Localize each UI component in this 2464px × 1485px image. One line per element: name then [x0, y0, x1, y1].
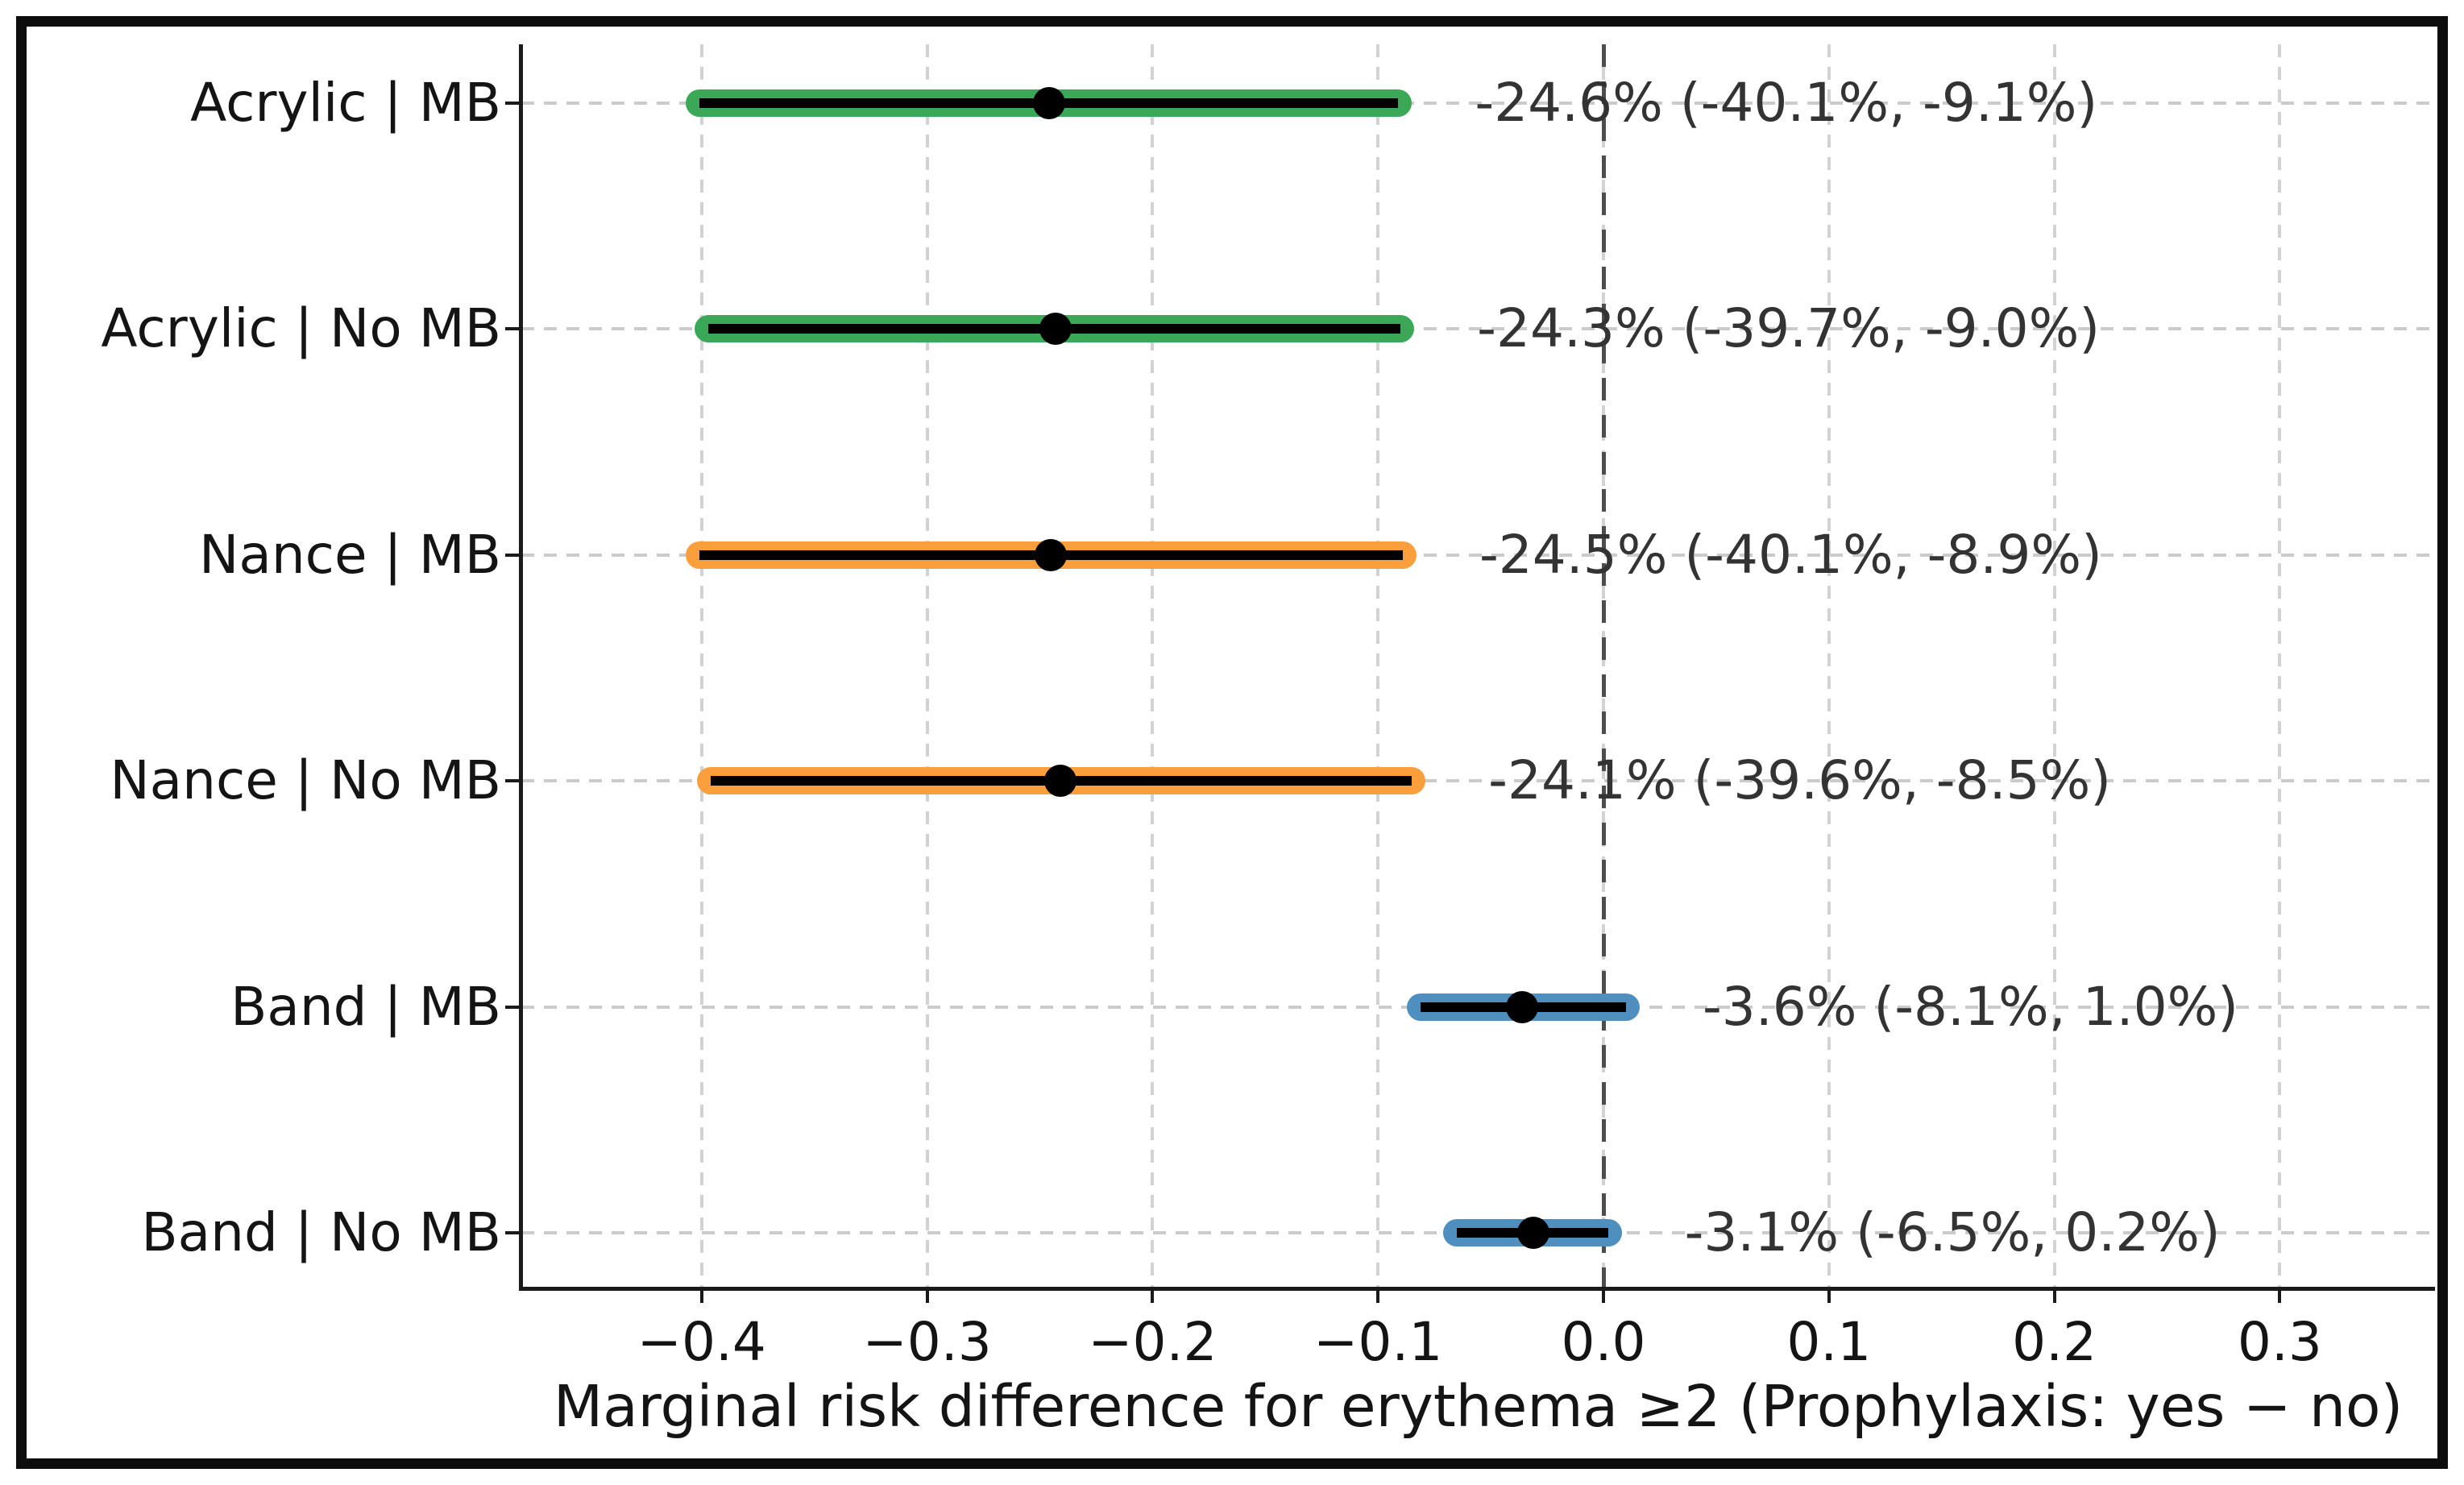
- y-axis-spine: [519, 44, 523, 1291]
- x-tick-label: 0.0: [1561, 1311, 1646, 1373]
- zero-reference-line: [1601, 44, 1606, 1287]
- x-tick-mark: [925, 1287, 929, 1303]
- v-gridline: [699, 44, 703, 1287]
- x-tick-label: −0.4: [637, 1311, 766, 1373]
- v-gridline: [1827, 44, 1831, 1287]
- v-gridline: [1376, 44, 1380, 1287]
- row-annotation: -24.1% (-39.6%, -8.5%): [1488, 749, 2112, 812]
- row-annotation: -24.6% (-40.1%, -9.1%): [1475, 72, 2098, 134]
- point-estimate-dot: [1032, 87, 1065, 119]
- row-annotation: -24.3% (-39.7%, -9.0%): [1477, 297, 2101, 360]
- x-tick-label: 0.3: [2237, 1311, 2322, 1373]
- x-tick-label: −0.1: [1313, 1311, 1443, 1373]
- v-gridline: [1151, 44, 1155, 1287]
- row-label: Band | MB: [230, 975, 501, 1038]
- v-gridline: [2052, 44, 2056, 1287]
- y-tick-mark: [505, 102, 521, 105]
- x-tick-label: −0.2: [1088, 1311, 1217, 1373]
- y-tick-mark: [505, 327, 521, 331]
- point-estimate-dot: [1043, 765, 1076, 798]
- point-estimate-dot: [1039, 313, 1072, 346]
- x-tick-label: 0.1: [1786, 1311, 1872, 1373]
- y-tick-mark: [505, 553, 521, 557]
- x-tick-label: −0.3: [862, 1311, 992, 1373]
- x-tick-mark: [1151, 1287, 1155, 1303]
- x-tick-mark: [2278, 1287, 2282, 1303]
- h-gridline: [521, 779, 2435, 783]
- row-label: Nance | MB: [199, 523, 501, 586]
- point-estimate-dot: [1506, 990, 1539, 1023]
- row-label: Nance | No MB: [110, 749, 501, 812]
- x-tick-mark: [1827, 1287, 1831, 1303]
- row-label: Acrylic | MB: [190, 72, 501, 134]
- row-label: Band | No MB: [141, 1201, 501, 1263]
- point-estimate-dot: [1517, 1217, 1550, 1249]
- x-tick-mark: [1602, 1287, 1605, 1303]
- x-tick-mark: [2052, 1287, 2056, 1303]
- row-annotation: -3.1% (-6.5%, 0.2%): [1684, 1201, 2221, 1263]
- v-gridline: [925, 44, 929, 1287]
- x-axis-title: Marginal risk difference for erythema ≥2…: [553, 1373, 2404, 1440]
- h-gridline: [521, 102, 2435, 105]
- x-tick-mark: [699, 1287, 703, 1303]
- x-tick-label: 0.2: [2012, 1311, 2097, 1373]
- h-gridline: [521, 327, 2435, 331]
- x-tick-mark: [1376, 1287, 1380, 1303]
- row-annotation: -3.6% (-8.1%, 1.0%): [1702, 975, 2239, 1038]
- y-tick-mark: [505, 1005, 521, 1009]
- y-tick-mark: [505, 1231, 521, 1234]
- row-label: Acrylic | No MB: [101, 297, 501, 360]
- v-gridline: [2278, 44, 2282, 1287]
- point-estimate-dot: [1035, 538, 1068, 571]
- y-tick-mark: [505, 779, 521, 783]
- row-annotation: -24.5% (-40.1%, -8.9%): [1479, 523, 2102, 586]
- h-gridline: [521, 553, 2435, 557]
- x-axis-spine: [519, 1287, 2435, 1291]
